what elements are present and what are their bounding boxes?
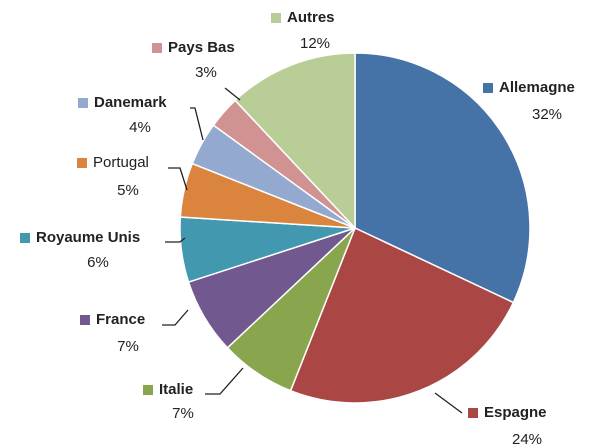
slice-value-label: 12%	[300, 35, 330, 52]
slice-label: Pays Bas	[168, 39, 235, 56]
slice-label: Danemark	[94, 94, 167, 111]
leader-line	[168, 167, 188, 191]
slice-label: Portugal	[93, 154, 149, 171]
slice-label: Italie	[159, 381, 193, 398]
legend-marker	[77, 158, 87, 168]
slice-label: Autres	[287, 9, 335, 26]
slice-value-label: 24%	[512, 431, 542, 448]
slice-value-label: 4%	[129, 119, 151, 136]
leader-line	[190, 107, 204, 141]
legend-marker	[20, 233, 30, 243]
leader-line	[165, 237, 186, 243]
slice-label: Allemagne	[499, 79, 575, 96]
pie-slice	[354, 52, 531, 304]
slice-label: France	[96, 311, 145, 328]
slice-value-label: 5%	[117, 182, 139, 199]
slice-label: Espagne	[484, 404, 547, 421]
legend-marker	[143, 385, 153, 395]
leader-line	[162, 309, 189, 326]
legend-marker	[468, 408, 478, 418]
slice-label: Royaume Unis	[36, 229, 140, 246]
slice-value-label: 6%	[87, 254, 109, 271]
slice-value-label: 7%	[117, 338, 139, 355]
slice-value-label: 32%	[532, 106, 562, 123]
legend-marker	[80, 315, 90, 325]
legend-marker	[152, 43, 162, 53]
pie-slice	[289, 226, 515, 404]
legend-marker	[271, 13, 281, 23]
leader-line	[205, 367, 244, 395]
slice-value-label: 3%	[195, 64, 217, 81]
slice-value-label: 7%	[172, 405, 194, 422]
leader-line	[224, 87, 241, 101]
pie-slice	[234, 52, 356, 230]
legend-marker	[483, 83, 493, 93]
legend-marker	[78, 98, 88, 108]
leader-line	[434, 392, 463, 414]
